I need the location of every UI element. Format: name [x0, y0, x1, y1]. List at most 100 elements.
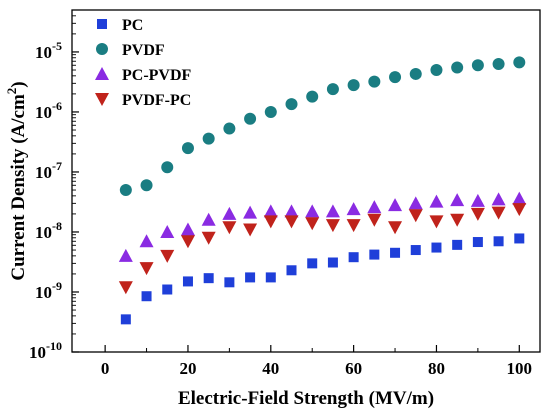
series-pvdf — [119, 56, 526, 197]
plot-area — [118, 56, 527, 325]
data-point-pvdf-pc — [346, 219, 361, 233]
data-point-pvdf — [306, 90, 319, 103]
data-point-pvdf — [223, 122, 236, 135]
x-tick-label: 100 — [507, 359, 533, 378]
data-point-pvdf-pc — [450, 213, 465, 227]
y-tick-label: 10-10 — [29, 339, 62, 362]
data-point-pc-pvdf — [325, 204, 340, 218]
legend-marker-pvdf-pc — [95, 93, 109, 106]
data-point-pvdf — [471, 59, 484, 72]
data-point-pvdf-pc — [367, 213, 382, 227]
data-point-pc — [514, 233, 525, 244]
data-point-pvdf — [492, 57, 505, 70]
series-pc-pvdf — [118, 191, 527, 262]
data-point-pc — [493, 236, 504, 247]
data-point-pvdf — [181, 142, 194, 155]
x-tick-label: 40 — [262, 359, 279, 378]
data-point-pvdf-pc — [201, 231, 216, 245]
y-tick-label: 10-6 — [35, 99, 62, 122]
axes: 0 20 40 60 80 100 10-10 10-9 10-8 10-7 10-6 10-5 — [29, 9, 541, 378]
data-point-pc-pvdf — [367, 200, 382, 214]
legend: PC PVDF PC-PVDF PVDF-PC — [95, 17, 192, 109]
data-point-pvdf — [513, 56, 526, 69]
data-point-pvdf-pc — [512, 203, 527, 217]
legend-marker-pc — [97, 19, 107, 29]
legend-marker-pvdf — [96, 43, 108, 55]
data-point-pvdf-pc — [139, 262, 154, 276]
data-point-pc — [410, 245, 421, 256]
data-point-pc — [245, 272, 256, 283]
data-point-pvdf — [285, 98, 298, 111]
data-point-pvdf — [202, 132, 215, 145]
data-point-pvdf-pc — [263, 215, 278, 229]
data-point-pvdf — [451, 61, 464, 74]
data-point-pc — [141, 291, 152, 302]
y-axis-title: Current Density (A/cm2) — [4, 81, 29, 280]
data-point-pc — [120, 314, 131, 325]
data-point-pvdf-pc — [491, 206, 506, 220]
data-point-pvdf-pc — [243, 223, 258, 237]
y-tick-label: 10-7 — [35, 159, 62, 182]
data-point-pc-pvdf — [408, 196, 423, 210]
legend-label-pvdf-pc: PVDF-PC — [122, 92, 191, 109]
data-point-pvdf — [140, 179, 153, 192]
data-point-pvdf — [409, 67, 422, 80]
data-point-pc-pvdf — [388, 198, 403, 212]
data-point-pc-pvdf — [222, 206, 237, 220]
data-point-pc — [390, 247, 401, 258]
data-point-pc-pvdf — [305, 204, 320, 218]
data-point-pvdf-pc — [284, 215, 299, 229]
data-point-pc — [369, 249, 380, 260]
series-pvdf-pc — [118, 203, 527, 295]
data-point-pc — [327, 257, 338, 268]
data-point-pc — [286, 265, 297, 276]
data-point-pc — [307, 258, 318, 269]
data-point-pvdf-pc — [160, 249, 175, 263]
data-point-pc — [224, 277, 235, 288]
data-point-pc — [348, 252, 359, 263]
data-point-pvdf-pc — [222, 221, 237, 235]
data-point-pc — [431, 242, 442, 253]
data-point-pc-pvdf — [160, 224, 175, 238]
legend-label-pvdf: PVDF — [122, 42, 165, 59]
data-point-pc-pvdf — [118, 248, 133, 262]
data-point-pvdf-pc — [429, 215, 444, 229]
data-point-pc — [162, 284, 173, 295]
y-tick-label: 10-8 — [35, 219, 62, 242]
data-point-pvdf-pc — [118, 281, 133, 295]
data-point-pc-pvdf — [512, 191, 527, 205]
data-point-pc — [182, 276, 193, 287]
data-point-pvdf-pc — [388, 221, 403, 235]
x-tick-label: 0 — [101, 359, 110, 378]
data-point-pc — [203, 273, 214, 284]
legend-label-pc-pvdf: PC-PVDF — [122, 67, 192, 84]
x-axis-title: Electric-Field Strength (MV/m) — [178, 388, 434, 409]
data-point-pvdf-pc — [305, 217, 320, 231]
data-point-pc-pvdf — [450, 193, 465, 207]
data-point-pc — [472, 237, 483, 248]
data-point-pc-pvdf — [180, 222, 195, 236]
data-point-pc-pvdf — [284, 204, 299, 218]
y-tick-label: 10-5 — [35, 39, 62, 62]
data-point-pc — [452, 239, 463, 250]
x-tick-label: 60 — [345, 359, 362, 378]
data-point-pc-pvdf — [429, 194, 444, 208]
data-point-pc-pvdf — [201, 212, 216, 226]
data-point-pvdf-pc — [325, 219, 340, 233]
y-tick-label: 10-9 — [35, 279, 62, 302]
data-point-pvdf-pc — [180, 235, 195, 249]
data-point-pvdf-pc — [470, 207, 485, 221]
data-point-pvdf — [119, 184, 132, 197]
data-point-pvdf-pc — [408, 209, 423, 223]
data-point-pc-pvdf — [139, 234, 154, 248]
data-point-pvdf — [389, 71, 402, 84]
data-point-pc-pvdf — [491, 192, 506, 206]
data-point-pvdf — [326, 83, 339, 96]
data-point-pvdf — [161, 161, 174, 174]
data-point-pvdf — [244, 112, 257, 125]
x-tick-label: 20 — [179, 359, 196, 378]
data-point-pc-pvdf — [346, 202, 361, 216]
legend-label-pc: PC — [122, 17, 143, 34]
data-point-pvdf — [368, 75, 381, 88]
